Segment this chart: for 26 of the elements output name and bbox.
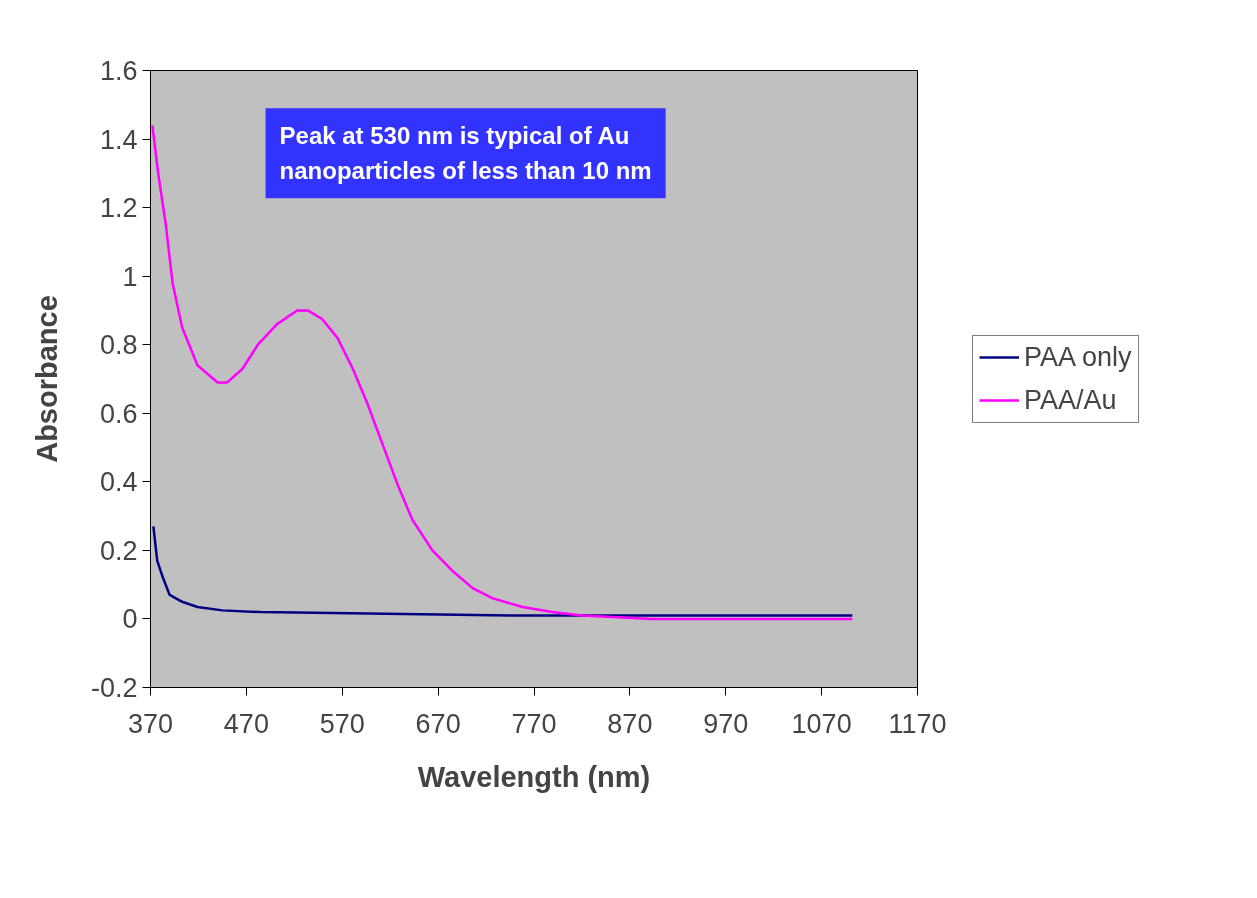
y-axis-title: Absorbance xyxy=(30,295,63,463)
x-axis-title: Wavelength (nm) xyxy=(417,760,651,793)
y-tick-label: 0 xyxy=(122,604,138,635)
legend-label: PAA only xyxy=(1024,341,1132,373)
x-tick-label: 1070 xyxy=(791,708,852,739)
y-tick-label: 1 xyxy=(122,261,138,292)
line-series xyxy=(151,124,854,621)
y-tick-label: 1.6 xyxy=(99,56,138,86)
x-tick-label: 570 xyxy=(319,708,365,739)
x-tick-label: 970 xyxy=(703,708,749,739)
x-tick-label: 370 xyxy=(127,708,174,739)
y-tick-label: 0.2 xyxy=(99,535,138,566)
x-tick-label: 1170 xyxy=(888,708,947,739)
y-tick-label: 0.8 xyxy=(99,330,138,361)
x-tick-label: 470 xyxy=(223,708,269,739)
x-tick-label: 770 xyxy=(511,708,557,739)
legend-label: PAA/Au xyxy=(1024,384,1117,416)
y-tick-label: 1.4 xyxy=(99,124,138,155)
line-series xyxy=(152,525,854,617)
annotation: Peak at 530 nm is typical of Au nanoparticles of less than 10 nm xyxy=(279,122,652,185)
y-tick-label: 0.4 xyxy=(99,467,138,498)
x-tick-label: 870 xyxy=(607,708,653,739)
y-tick-label: 1.2 xyxy=(99,193,138,224)
x-tick-label: 670 xyxy=(415,708,461,739)
y-tick-label: 0.6 xyxy=(99,398,138,429)
y-tick-label: -0.2 xyxy=(90,673,138,703)
